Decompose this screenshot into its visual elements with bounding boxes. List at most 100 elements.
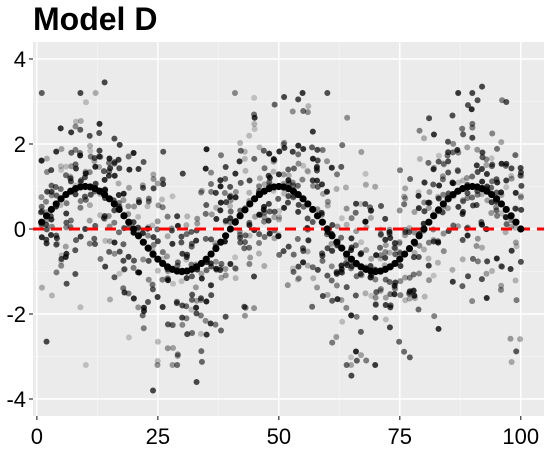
noise-point — [174, 362, 181, 368]
noise-point — [498, 189, 505, 196]
noise-point — [120, 257, 127, 264]
noise-point — [193, 310, 200, 317]
noise-point — [468, 106, 475, 113]
noise-point — [189, 330, 196, 337]
noise-point — [237, 239, 244, 246]
noise-point — [202, 317, 209, 324]
noise-point — [357, 251, 364, 258]
curve-point — [333, 238, 341, 246]
noise-point — [281, 144, 288, 151]
noise-point — [464, 102, 471, 109]
noise-point — [276, 213, 283, 220]
curve-point — [328, 232, 336, 240]
curve-point — [236, 212, 244, 220]
noise-point — [368, 255, 375, 262]
noise-point — [377, 287, 384, 294]
noise-point — [203, 202, 210, 209]
noise-point — [295, 142, 302, 149]
noise-point — [372, 301, 379, 308]
noise-point — [391, 291, 398, 298]
curve-point — [313, 212, 322, 220]
noise-point — [48, 292, 55, 299]
noise-point — [261, 181, 268, 188]
noise-point — [445, 169, 452, 176]
noise-point — [275, 216, 282, 223]
noise-point — [251, 114, 258, 121]
noise-point — [58, 166, 65, 173]
noise-point — [111, 172, 118, 179]
noise-point — [483, 170, 490, 177]
curve-point — [125, 218, 133, 226]
noise-point — [198, 187, 205, 194]
noise-point — [402, 274, 409, 281]
noise-point — [111, 135, 118, 142]
noise-point — [309, 155, 316, 162]
noise-point — [493, 255, 500, 262]
curve-point — [430, 212, 438, 220]
noise-point — [338, 268, 345, 275]
noise-point — [150, 185, 157, 192]
noise-point — [517, 165, 524, 172]
noise-point — [508, 172, 515, 179]
noise-point — [411, 229, 418, 236]
noise-point — [116, 248, 123, 255]
noise-point — [242, 167, 249, 174]
noise-point — [508, 175, 515, 182]
noise-point — [507, 265, 514, 272]
noise-point — [314, 146, 321, 153]
noise-point — [67, 175, 74, 182]
noise-point — [159, 176, 166, 183]
noise-point — [348, 235, 355, 242]
noise-point — [397, 262, 404, 269]
noise-point — [387, 302, 394, 309]
noise-point — [92, 241, 99, 248]
noise-point — [232, 254, 239, 261]
noise-point — [212, 258, 219, 265]
noise-point — [377, 231, 384, 238]
noise-point — [227, 219, 234, 226]
noise-point — [353, 200, 360, 207]
noise-point — [469, 124, 476, 131]
noise-point — [295, 275, 302, 282]
noise-point — [237, 140, 244, 147]
noise-point — [96, 120, 103, 127]
noise-point — [449, 149, 456, 156]
noise-point — [343, 221, 350, 228]
noise-point — [425, 239, 432, 246]
noise-point — [305, 103, 312, 110]
noise-point — [111, 274, 118, 281]
noise-point — [420, 220, 427, 227]
noise-point — [406, 274, 413, 281]
noise-point — [435, 325, 442, 332]
noise-point — [251, 126, 258, 133]
noise-point — [116, 270, 123, 277]
noise-point — [305, 168, 312, 175]
noise-point — [120, 197, 127, 204]
noise-point — [130, 150, 137, 157]
noise-point — [275, 233, 282, 240]
noise-point — [503, 98, 510, 105]
noise-point — [154, 238, 161, 245]
noise-point — [82, 362, 89, 368]
noise-point — [465, 273, 472, 280]
noise-point — [111, 239, 118, 246]
noise-point — [232, 170, 239, 177]
noise-point — [140, 325, 147, 332]
noise-point — [154, 338, 161, 345]
noise-point — [150, 241, 157, 248]
noise-point — [304, 167, 311, 174]
noise-point — [305, 237, 312, 244]
noise-point — [276, 251, 283, 258]
noise-point — [53, 241, 60, 248]
noise-point — [241, 303, 248, 310]
noise-point — [136, 199, 143, 206]
noise-point — [284, 282, 291, 289]
noise-point — [126, 166, 133, 173]
noise-point — [265, 217, 272, 224]
curve-point — [391, 259, 399, 268]
noise-point — [213, 216, 220, 223]
noise-point — [295, 160, 302, 167]
noise-point — [125, 334, 132, 341]
noise-point — [343, 284, 350, 291]
noise-point — [402, 232, 409, 239]
